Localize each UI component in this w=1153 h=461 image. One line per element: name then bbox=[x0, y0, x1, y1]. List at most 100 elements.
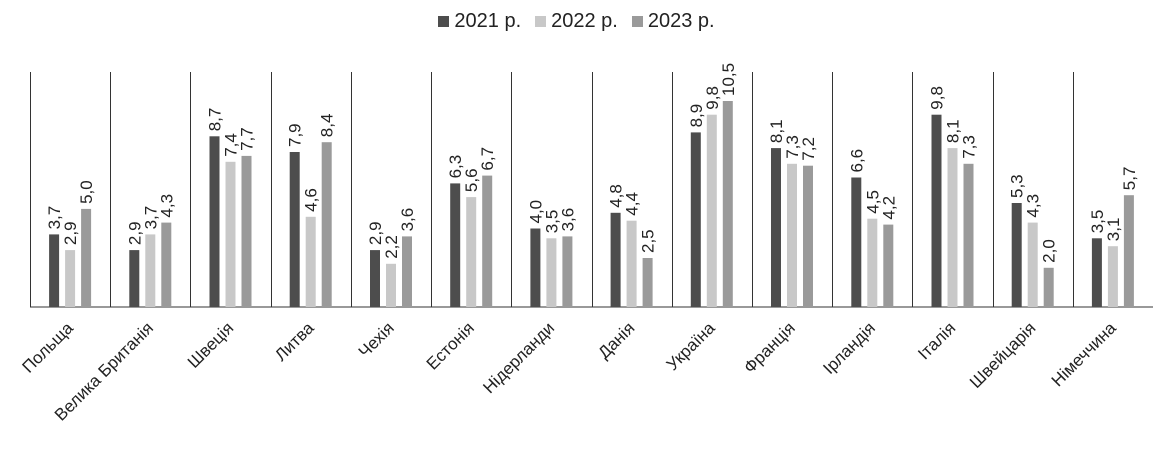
bar-1-6 bbox=[450, 183, 461, 307]
data-label: 4,3 bbox=[157, 194, 176, 218]
category-label: Франція bbox=[740, 318, 799, 377]
data-label: 3,6 bbox=[558, 208, 577, 232]
category-label: Нідерланди bbox=[479, 318, 558, 397]
bar-1-4 bbox=[289, 152, 300, 307]
bar-1-13 bbox=[1011, 203, 1022, 307]
data-label: 9,8 bbox=[703, 86, 722, 110]
bar-2-11 bbox=[867, 218, 878, 307]
data-label: 9,8 bbox=[928, 86, 947, 110]
data-label: 4,0 bbox=[526, 200, 545, 224]
bar-3-11 bbox=[883, 224, 894, 307]
category-label: Україна bbox=[663, 318, 719, 374]
data-label: 2,9 bbox=[366, 221, 385, 245]
bar-2-10 bbox=[787, 163, 797, 307]
data-label: 6,3 bbox=[446, 155, 465, 179]
bar-3-1 bbox=[81, 208, 92, 307]
data-label: 8,7 bbox=[206, 108, 225, 132]
category-label: Естонія bbox=[423, 318, 478, 373]
data-label: 4,3 bbox=[1024, 194, 1043, 218]
bar-1-3 bbox=[209, 136, 220, 307]
bar-3-6 bbox=[482, 175, 493, 307]
data-label: 3,5 bbox=[542, 210, 561, 234]
bar-2-6 bbox=[466, 197, 477, 307]
data-label: 4,8 bbox=[607, 184, 626, 208]
data-label: 7,2 bbox=[799, 137, 818, 161]
category-label: Ірландія bbox=[819, 318, 879, 378]
data-label: 3,5 bbox=[1088, 210, 1107, 234]
data-label: 7,4 bbox=[222, 133, 241, 157]
data-label: 3,1 bbox=[1104, 218, 1123, 242]
data-label: 2,9 bbox=[125, 221, 144, 245]
data-label: 4,6 bbox=[302, 188, 321, 212]
bar-2-12 bbox=[947, 148, 958, 307]
bar-1-11 bbox=[851, 177, 862, 307]
category-label: Швейцарія bbox=[966, 318, 1040, 392]
bar-3-12 bbox=[963, 163, 974, 307]
category-label: Чехія bbox=[355, 318, 398, 361]
bar-3-4 bbox=[321, 142, 332, 307]
bar-1-2 bbox=[129, 250, 140, 307]
bar-2-2 bbox=[145, 234, 156, 307]
legend: 2021 р. 2022 р. 2023 р. bbox=[0, 6, 1153, 36]
bar-3-14 bbox=[1123, 195, 1134, 307]
data-label: 2,2 bbox=[382, 235, 401, 259]
category-label: Італія bbox=[914, 318, 959, 363]
bar-2-1 bbox=[65, 250, 76, 307]
bar-2-8 bbox=[626, 220, 637, 307]
bar-1-8 bbox=[610, 212, 621, 307]
data-label: 3,7 bbox=[45, 206, 64, 230]
bar-3-7 bbox=[562, 236, 573, 307]
data-label: 2,9 bbox=[61, 221, 80, 245]
legend-item-1: 2021 р. bbox=[438, 10, 521, 33]
data-label: 5,0 bbox=[77, 180, 96, 204]
bar-3-9 bbox=[722, 101, 733, 307]
category-label: Німеччина bbox=[1048, 318, 1120, 390]
data-label: 6,6 bbox=[847, 149, 866, 173]
data-label: 4,4 bbox=[623, 192, 642, 216]
bar-3-8 bbox=[642, 258, 653, 307]
data-label: 5,3 bbox=[1008, 174, 1027, 198]
bar-3-5 bbox=[402, 236, 412, 307]
legend-label: 2023 р. bbox=[647, 9, 715, 32]
bar-3-13 bbox=[1043, 267, 1054, 307]
data-label: 7,3 bbox=[960, 135, 979, 159]
bar-2-7 bbox=[546, 238, 557, 307]
data-label: 10,5 bbox=[719, 63, 738, 96]
legend-label: 2021 р. bbox=[454, 9, 522, 32]
bar-2-4 bbox=[305, 216, 316, 307]
bar-1-12 bbox=[931, 114, 942, 307]
bar-1-9 bbox=[690, 132, 701, 307]
data-label: 2,5 bbox=[639, 229, 658, 253]
data-label: 2,0 bbox=[1040, 239, 1059, 263]
legend-swatch bbox=[631, 15, 643, 27]
data-label: 8,4 bbox=[318, 114, 337, 138]
category-label: Польща bbox=[19, 318, 78, 377]
data-label: 7,9 bbox=[286, 123, 305, 147]
bar-3-3 bbox=[241, 155, 252, 307]
data-label: 3,6 bbox=[398, 208, 417, 232]
bar-2-14 bbox=[1107, 246, 1118, 307]
data-label: 4,2 bbox=[879, 196, 898, 220]
data-label: 5,7 bbox=[1120, 167, 1139, 191]
bar-1-10 bbox=[771, 148, 781, 307]
bar-2-13 bbox=[1027, 222, 1038, 307]
bar-3-10 bbox=[803, 165, 813, 307]
category-label: Швеція bbox=[184, 318, 237, 371]
data-label: 8,1 bbox=[767, 119, 786, 143]
bar-1-5 bbox=[370, 250, 380, 307]
bar-2-3 bbox=[225, 161, 236, 307]
data-label: 5,6 bbox=[462, 168, 481, 192]
legend-swatch bbox=[438, 15, 450, 27]
legend-swatch bbox=[535, 15, 547, 27]
category-label: Литва bbox=[271, 318, 318, 365]
bar-1-1 bbox=[49, 234, 60, 307]
bar-1-14 bbox=[1091, 238, 1102, 307]
data-label: 8,1 bbox=[944, 119, 963, 143]
data-label: 7,7 bbox=[238, 127, 257, 151]
bar-3-2 bbox=[161, 222, 172, 307]
category-label: Данія bbox=[594, 318, 638, 362]
data-label: 7,3 bbox=[783, 135, 802, 159]
legend-label: 2022 р. bbox=[551, 9, 618, 32]
legend-item-2: 2022 р. bbox=[535, 10, 618, 33]
